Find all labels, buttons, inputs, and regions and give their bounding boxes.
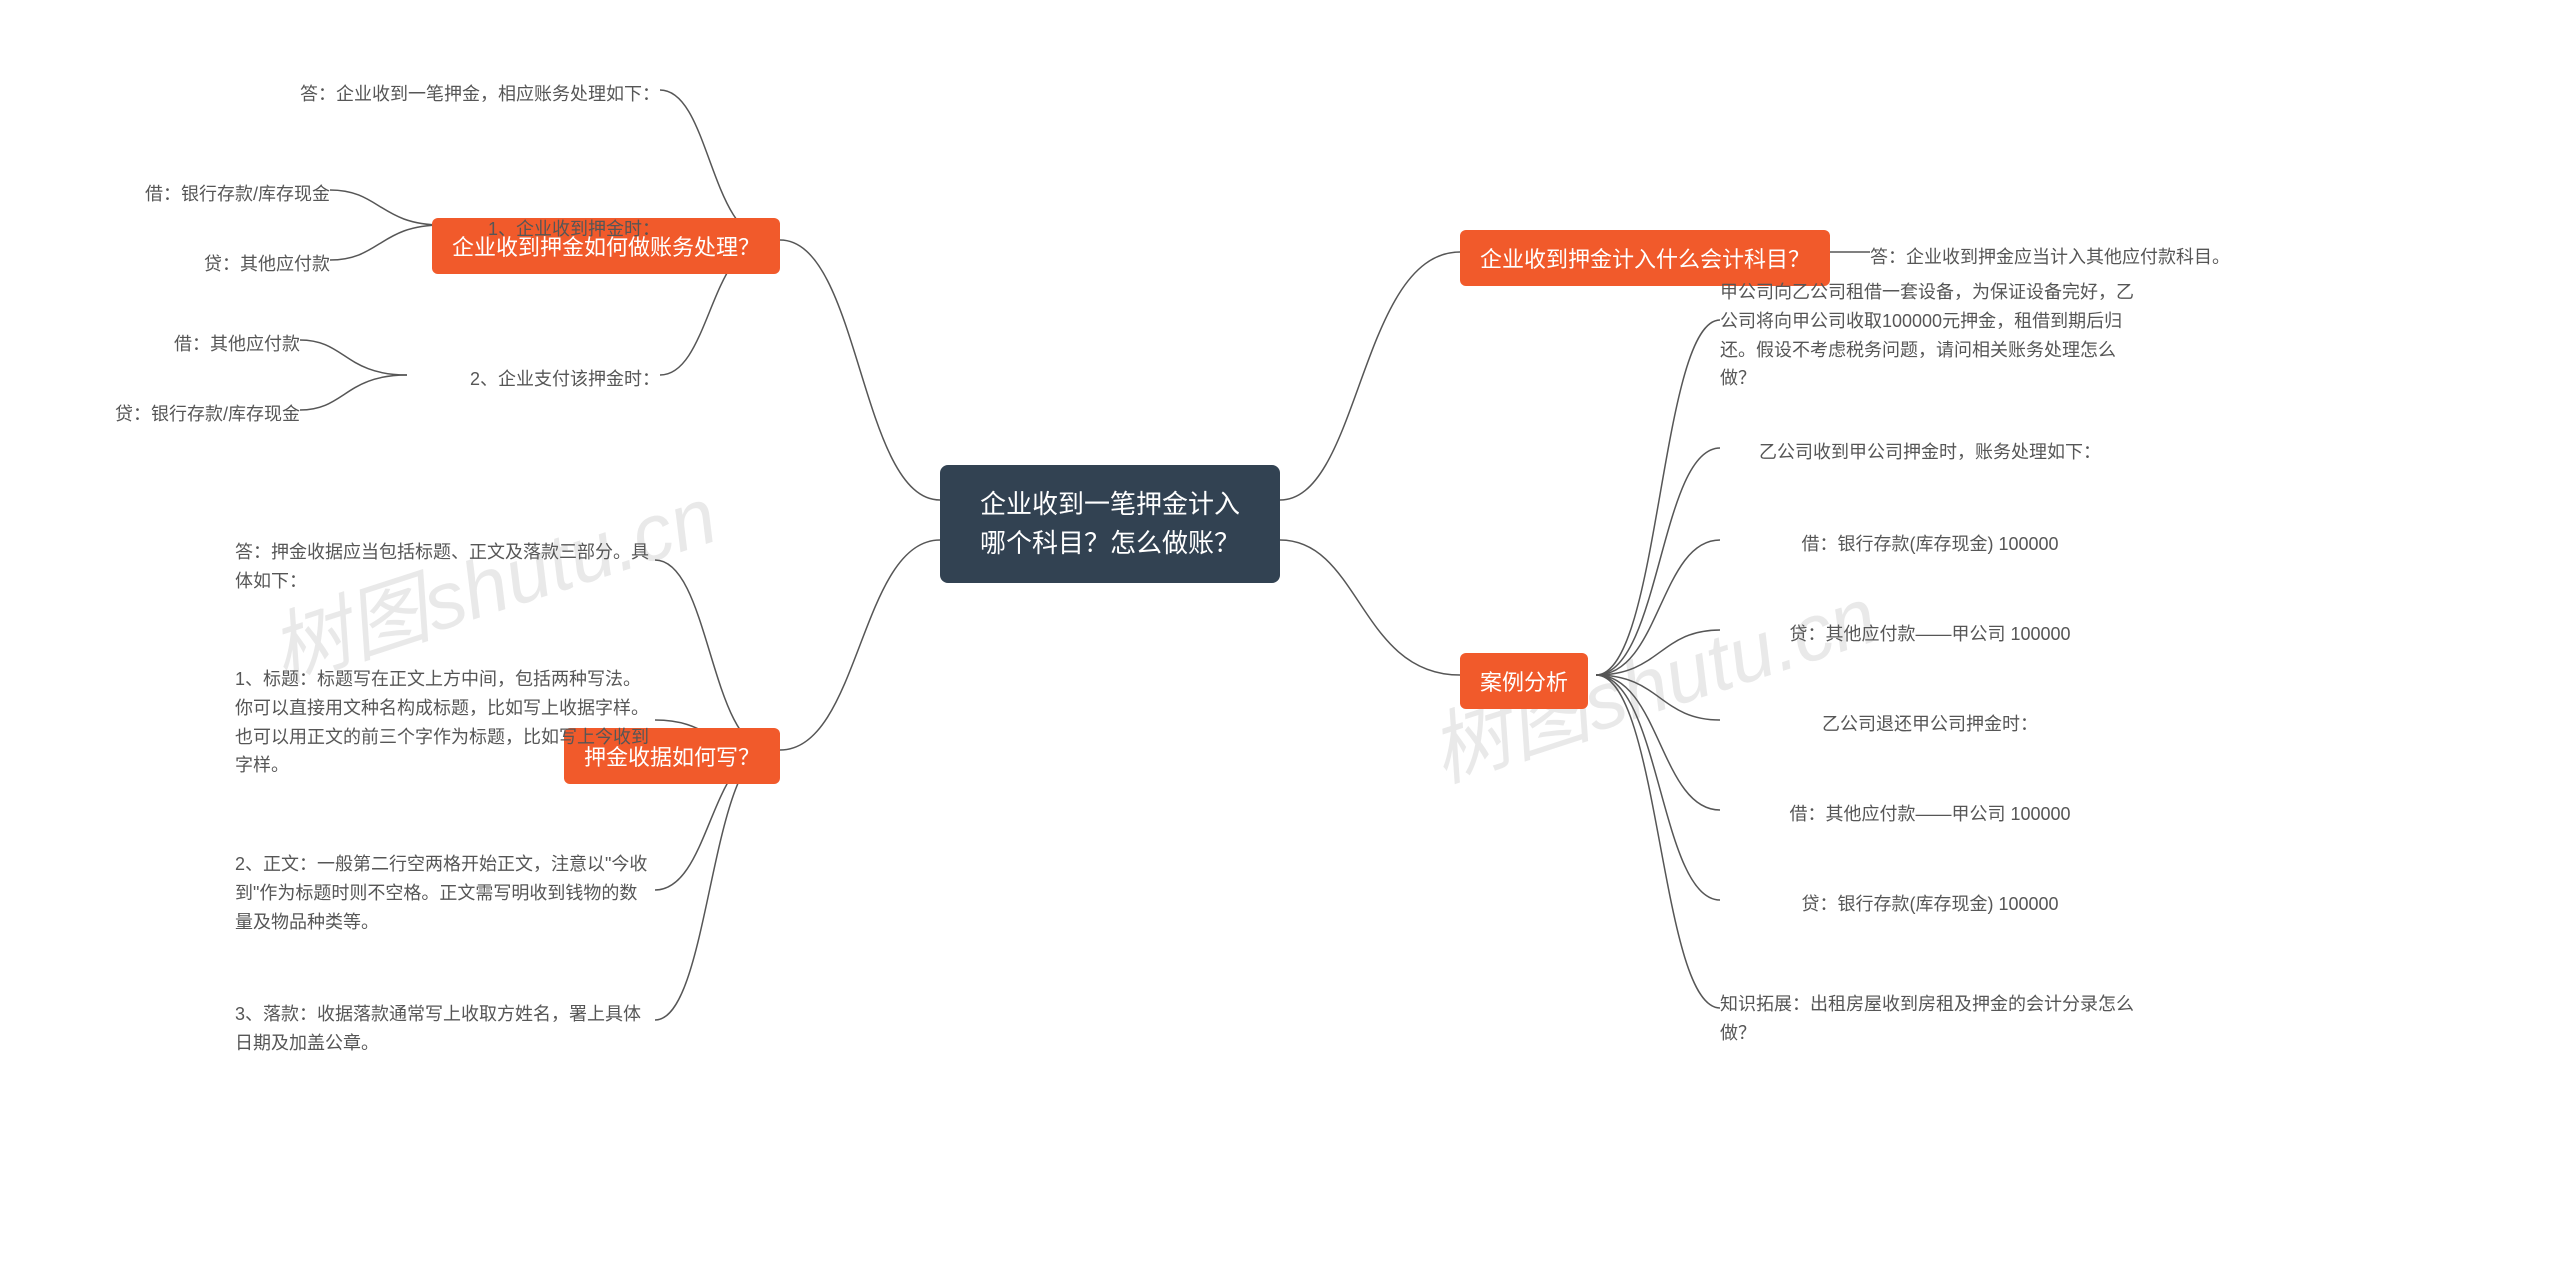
leaf-b1-c3-g1: 借：其他应付款: [174, 330, 300, 356]
leaf-case-8: 知识拓展：出租房屋收到房租及押金的会计分录怎么做？: [1720, 990, 2140, 1048]
leaf-b1-c1: 答：企业收到一笔押金，相应账务处理如下：: [300, 80, 660, 106]
leaf-b1-c2-g1: 借：银行存款/库存现金: [145, 180, 330, 206]
leaf-case-3: 借：银行存款(库存现金) 100000: [1720, 530, 2140, 559]
root-node: 企业收到一笔押金计入哪个科目？怎么做账？: [940, 465, 1280, 583]
mindmap-canvas: 树图shutu.cn 树图shutu.cn: [0, 0, 2560, 1267]
leaf-case-6: 借：其他应付款——甲公司 100000: [1720, 800, 2140, 829]
leaf-b1-c3-g2: 贷：银行存款/库存现金: [115, 400, 300, 426]
connectors: [0, 0, 2560, 1267]
branch-case-analysis: 案例分析: [1460, 653, 1588, 709]
leaf-case-5: 乙公司退还甲公司押金时：: [1720, 710, 2140, 739]
leaf-case-4: 贷：其他应付款——甲公司 100000: [1720, 620, 2140, 649]
leaf-case-7: 贷：银行存款(库存现金) 100000: [1720, 890, 2140, 919]
leaf-case-2: 乙公司收到甲公司押金时，账务处理如下：: [1720, 438, 2140, 467]
leaf-b1-c3: 2、企业支付该押金时：: [470, 365, 660, 391]
leaf-case-q: 甲公司向乙公司租借一套设备，为保证设备完好，乙公司将向甲公司收取100000元押…: [1720, 278, 2140, 393]
leaf-b2-c4: 3、落款：收据落款通常写上收取方姓名，署上具体日期及加盖公章。: [235, 1000, 655, 1058]
leaf-deposit-account-answer: 答：企业收到押金应当计入其他应付款科目。: [1870, 243, 2230, 269]
leaf-b2-c2: 1、标题：标题写在正文上方中间，包括两种写法。你可以直接用文种名构成标题，比如写…: [235, 665, 655, 780]
leaf-b2-c1: 答：押金收据应当包括标题、正文及落款三部分。具体如下：: [235, 538, 655, 596]
leaf-b2-c3: 2、正文：一般第二行空两格开始正文，注意以"今收到"作为标题时则不空格。正文需写…: [235, 850, 655, 936]
leaf-b1-c2: 1、企业收到押金时：: [488, 215, 660, 241]
leaf-b1-c2-g2: 贷：其他应付款: [204, 250, 330, 276]
